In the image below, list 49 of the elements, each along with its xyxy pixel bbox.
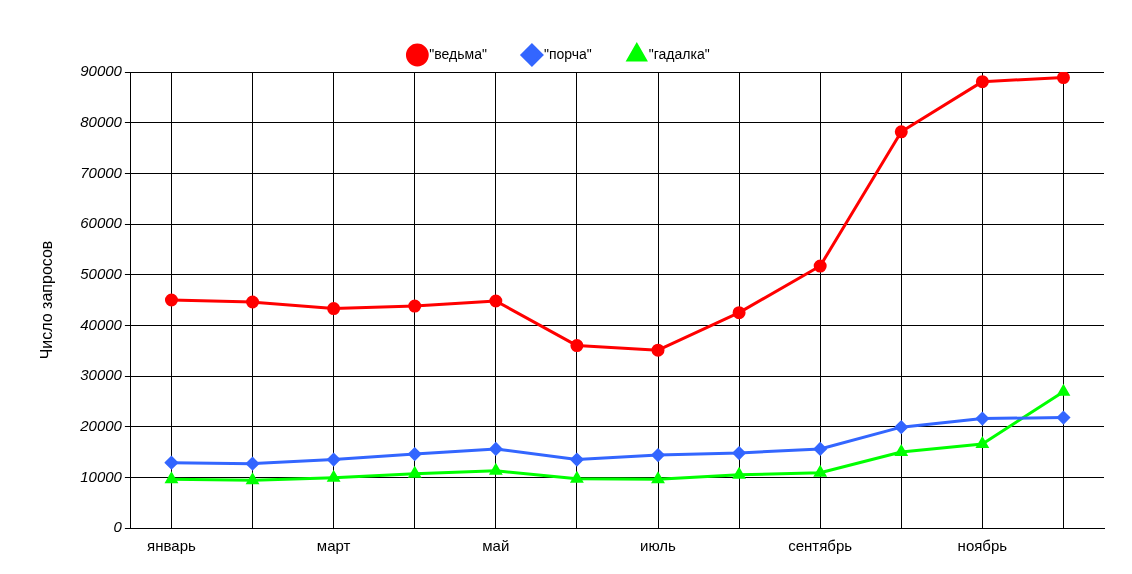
point [408, 447, 422, 461]
point [1056, 411, 1070, 425]
point [975, 412, 989, 426]
y-tick-label: 50000 [80, 264, 123, 282]
y-tick-label: 60000 [80, 214, 123, 232]
point [975, 75, 989, 89]
y-axis-title: Число запросов [38, 240, 56, 360]
x-tick-label: ноябрь [957, 537, 1008, 555]
point [408, 299, 422, 313]
y-tick-label: 0 [113, 518, 123, 536]
x-tick-label: сентябрь [788, 537, 853, 555]
point [246, 473, 259, 485]
legend-label: "порча" [543, 45, 592, 62]
x-tick-label: март [316, 537, 351, 555]
legend-label: "гадалка" [648, 45, 710, 62]
point [732, 446, 746, 460]
y-tick-label: 10000 [80, 467, 123, 485]
point [894, 125, 908, 139]
point [651, 448, 665, 462]
point [164, 456, 178, 470]
point [164, 293, 178, 307]
x-tick-label: июль [640, 537, 677, 555]
y-tick-label: 90000 [80, 62, 123, 80]
point [246, 457, 260, 471]
y-tick-label: 70000 [80, 163, 123, 181]
legend-label: "ведьма" [429, 45, 487, 62]
point [489, 294, 503, 308]
point [894, 420, 908, 434]
point [813, 442, 827, 456]
point [489, 442, 503, 456]
x-tick-label: январь [147, 537, 196, 555]
y-tick-label: 40000 [80, 315, 123, 333]
point [651, 343, 665, 357]
y-tick-label: 80000 [80, 112, 123, 130]
point [246, 295, 260, 309]
point [165, 472, 178, 484]
point [976, 437, 989, 448]
point [327, 453, 341, 467]
point [1056, 72, 1070, 85]
point [652, 472, 664, 484]
point [732, 306, 746, 320]
point [570, 453, 584, 467]
y-tick-label: 20000 [79, 416, 123, 434]
point [895, 445, 908, 456]
point [813, 259, 827, 273]
point [327, 302, 341, 316]
point [570, 339, 584, 353]
x-tick-label: май [482, 537, 510, 555]
y-tick-label: 30000 [80, 366, 123, 384]
